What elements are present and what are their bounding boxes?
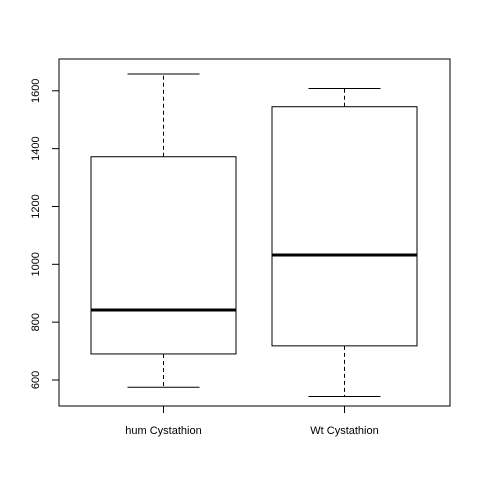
y-tick-label: 1400 [30, 136, 42, 160]
y-tick-label: 1200 [30, 194, 42, 218]
y-tick-label: 1600 [30, 79, 42, 103]
y-tick-label: 600 [30, 371, 42, 389]
x-tick-label: hum Cystathion [125, 425, 201, 437]
box-iqr [271, 106, 418, 347]
y-tick-label: 800 [30, 313, 42, 331]
plot-frame [58, 58, 451, 407]
y-axis: 600 800 1000 1200 1400 1600 [30, 79, 59, 389]
box-group [271, 87, 418, 397]
x-tick-label: Wt Cystathion [310, 425, 378, 437]
x-axis: hum Cystathion Wt Cystathion [125, 406, 379, 437]
boxes-layer [90, 73, 418, 397]
y-tick-label: 1000 [30, 252, 42, 276]
box-iqr [90, 156, 237, 355]
box-group [90, 73, 237, 388]
